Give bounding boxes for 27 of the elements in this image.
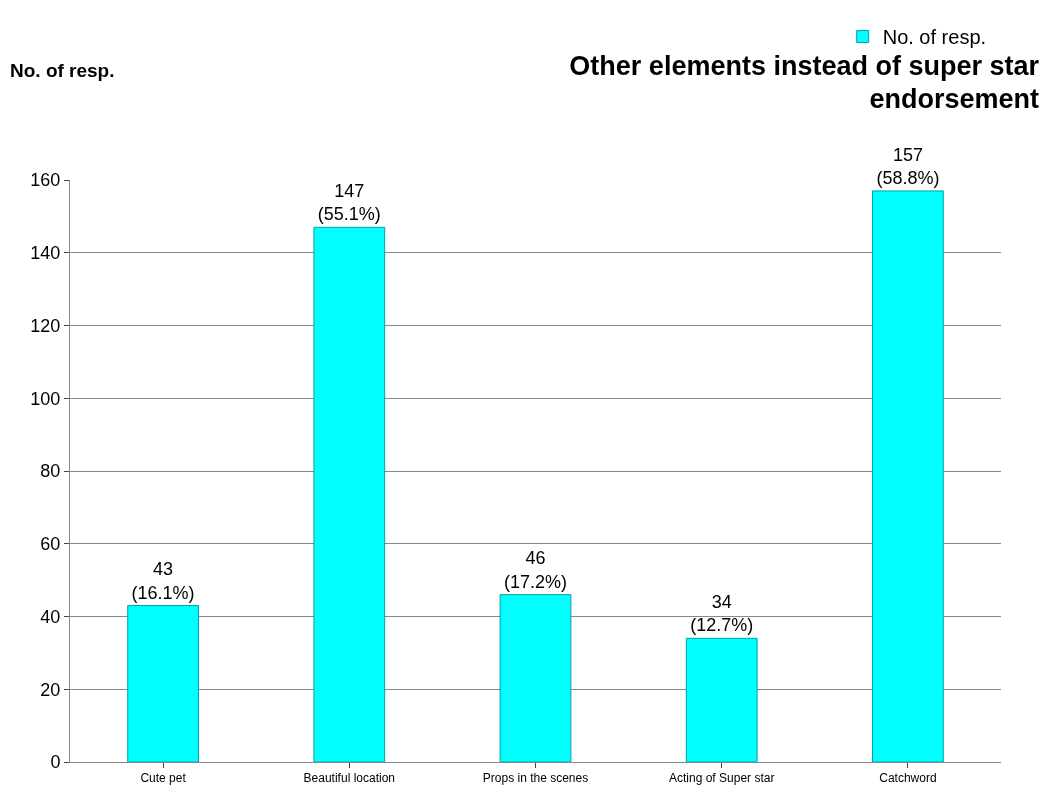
bar [127, 605, 199, 762]
bar [685, 637, 758, 762]
x-tick-label: Cute pet [140, 771, 187, 786]
x-tick-label: Catchword [879, 771, 937, 786]
y-tick-label: 100 [30, 388, 61, 409]
y-tick-label: 20 [40, 679, 61, 700]
y-tick-label: 60 [40, 534, 61, 555]
y-axis-title: No. of resp. [10, 60, 115, 82]
y-tick-label: 140 [30, 243, 61, 264]
y-tick-label: 0 [50, 752, 61, 773]
y-tick-label: 160 [30, 170, 61, 191]
y-tick-label: 40 [40, 606, 61, 627]
bar [313, 226, 386, 762]
data-label: 43 (16.1%) [131, 559, 195, 603]
bar [499, 594, 572, 762]
legend-label: No. of resp. [882, 26, 987, 49]
y-tick-label: 80 [40, 461, 61, 482]
data-label: 34 (12.7%) [690, 591, 754, 636]
data-label: 46 (17.2%) [503, 548, 568, 592]
y-tick-label: 120 [30, 315, 61, 336]
x-tick-label: Acting of Super star [669, 771, 775, 786]
x-tick-label: Props in the scenes [482, 771, 589, 786]
chart-title: Other elements instead of super star endorsement [568, 50, 1039, 116]
x-tick-label: Beautiful location [303, 771, 395, 786]
data-label: 147 (55.1%) [317, 180, 381, 225]
data-label: 157 (58.8%) [876, 144, 940, 188]
bar [872, 190, 944, 762]
